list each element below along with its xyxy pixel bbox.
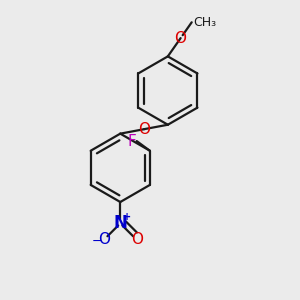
Text: O: O	[138, 122, 150, 137]
Text: N: N	[113, 214, 127, 232]
Text: O: O	[98, 232, 110, 247]
Text: F: F	[127, 134, 136, 148]
Text: O: O	[131, 232, 143, 247]
Text: −: −	[92, 235, 103, 248]
Text: +: +	[123, 212, 131, 223]
Text: CH₃: CH₃	[193, 16, 216, 29]
Text: O: O	[175, 31, 187, 46]
